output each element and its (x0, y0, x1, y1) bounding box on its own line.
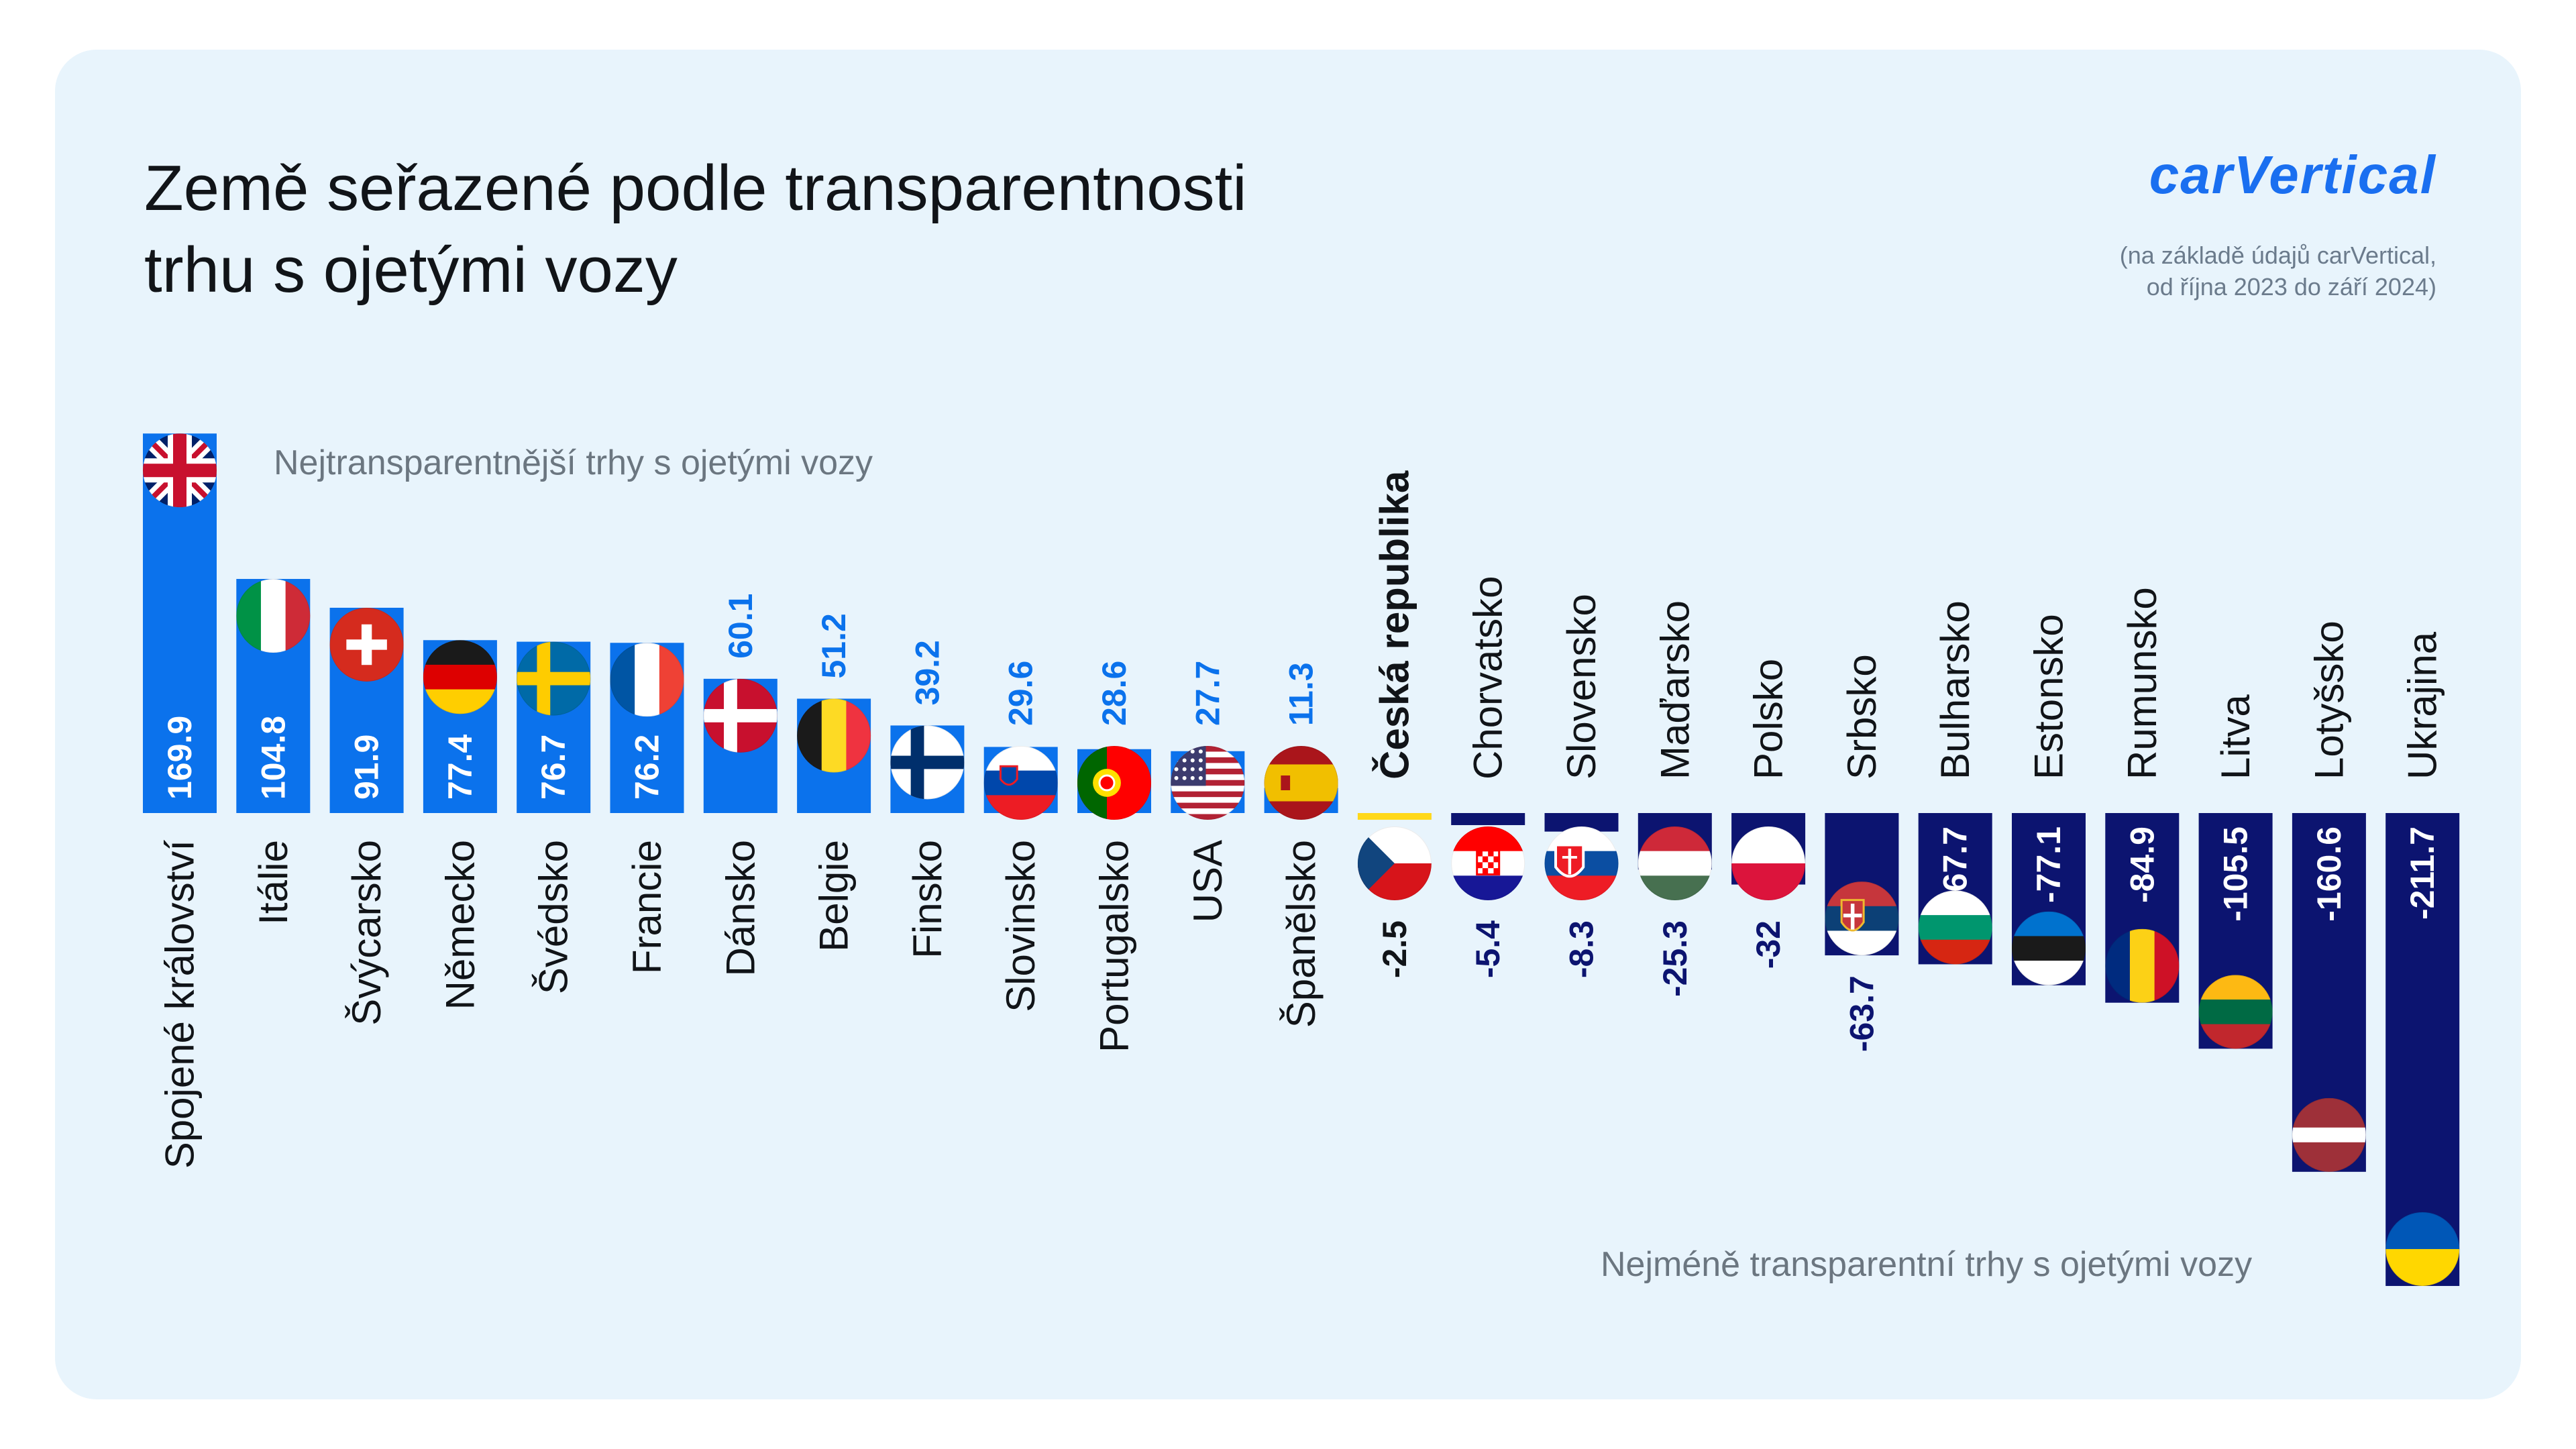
value-label-fr: 76.2 (629, 735, 666, 800)
category-label-rs: Srbsko (1839, 654, 1884, 780)
value-label-hr: -5.4 (1469, 920, 1507, 978)
flag-pt-icon (1077, 746, 1151, 820)
category-label-ee: Estonsko (2027, 614, 2072, 780)
value-label-it: 104.8 (254, 716, 292, 800)
category-label-ua: Ukrajina (2400, 631, 2445, 780)
flag-bg-icon (1918, 890, 1992, 965)
chart-title: Země seřazené podle transparentnosti trh… (144, 148, 1247, 311)
source-line-1: (na základě údajů carVertical, (2119, 241, 2436, 269)
bar-hr (1451, 813, 1525, 825)
category-label-lv: Lotyšsko (2306, 621, 2351, 780)
category-label-fi: Finsko (905, 840, 950, 959)
value-label-ch: 91.9 (348, 735, 386, 800)
category-label-pt: Portugalsko (1092, 840, 1137, 1053)
flag-us-icon (1171, 746, 1245, 820)
source-note: (na základě údajů carVertical, od října … (1900, 239, 2436, 303)
category-label-cz: Česká republika (1372, 470, 1417, 780)
category-label-it: Itálie (251, 840, 296, 925)
category-label-de: Německo (437, 840, 482, 1010)
flag-hr-icon (1451, 826, 1525, 900)
value-label-cz: -2.5 (1376, 920, 1413, 978)
value-label-fi: 39.2 (908, 640, 946, 705)
category-label-uk: Spojené království (158, 840, 203, 1169)
annotation-most-transparent: Nejtransparentnější trhy s ojetými vozy (274, 443, 873, 482)
value-label-ua: -211.7 (2404, 826, 2441, 920)
flag-es-icon (1264, 746, 1338, 820)
value-label-pl: -32 (1750, 920, 1787, 969)
source-line-2: od října 2023 do září 2024) (2146, 273, 2436, 301)
value-label-se: 76.7 (535, 735, 572, 800)
value-label-hu: -25.3 (1656, 920, 1694, 997)
value-label-uk: 169.9 (161, 716, 199, 800)
flag-lv-icon (2292, 1097, 2366, 1172)
category-label-hu: Maďarsko (1652, 600, 1697, 780)
flag-ch-icon (329, 607, 404, 682)
flag-uk-icon (143, 433, 217, 508)
category-label-ro: Rumunsko (2120, 587, 2165, 780)
value-label-rs: -63.7 (1843, 975, 1880, 1052)
value-label-si: 29.6 (1002, 661, 1040, 726)
value-label-lt: -105.5 (2217, 826, 2255, 922)
category-label-dk: Dánsko (718, 840, 763, 976)
category-label-ch: Švýcarsko (344, 840, 389, 1026)
value-label-ro: -84.9 (2123, 826, 2161, 903)
value-label-bg: -67.7 (1937, 826, 1974, 903)
flag-se-icon (517, 641, 591, 716)
flag-fi-icon (890, 725, 965, 800)
category-label-lt: Litva (2213, 694, 2258, 780)
category-label-fr: Francie (625, 840, 669, 974)
title-line-1: Země seřazené podle transparentnosti (144, 152, 1247, 224)
category-label-be: Belgie (812, 840, 857, 952)
value-label-lv: -160.6 (2310, 826, 2348, 922)
category-label-se: Švédsko (531, 840, 576, 994)
value-label-de: 77.4 (441, 734, 479, 800)
category-label-hr: Chorvatsko (1466, 576, 1511, 780)
value-label-be: 51.2 (815, 613, 853, 678)
category-label-us: USA (1185, 840, 1230, 922)
value-label-es: 11.3 (1283, 662, 1320, 726)
flag-sk-icon (1544, 826, 1619, 900)
flag-dk-icon (703, 678, 777, 753)
flag-cz-icon (1357, 826, 1432, 900)
category-label-es: Španělsko (1279, 840, 1324, 1028)
category-label-bg: Bulharsko (1933, 600, 1978, 780)
flag-pl-icon (1731, 826, 1806, 900)
value-label-us: 27.7 (1189, 661, 1226, 726)
annotation-least-transparent: Nejméně transparentní trhy s ojetými voz… (1601, 1245, 2253, 1284)
value-label-pt: 28.6 (1095, 661, 1133, 726)
value-label-dk: 60.1 (722, 594, 759, 659)
category-label-si: Slovinsko (998, 840, 1043, 1012)
value-label-ee: -77.1 (2030, 826, 2068, 903)
category-label-sk: Slovensko (1559, 594, 1604, 780)
bar-ua (2385, 813, 2460, 1286)
value-label-sk: -8.3 (1563, 920, 1601, 978)
bar-cz (1357, 813, 1432, 820)
carvertical-logo: carVertical (2149, 145, 2436, 205)
flag-hu-icon (1638, 826, 1712, 900)
title-line-2: trhu s ojetými vozy (144, 234, 678, 306)
category-label-pl: Polsko (1746, 659, 1791, 780)
